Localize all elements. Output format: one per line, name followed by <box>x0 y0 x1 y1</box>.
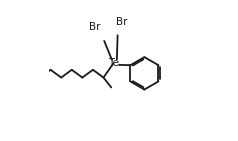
Text: Br: Br <box>89 22 101 32</box>
Text: Te: Te <box>108 59 119 68</box>
Text: Br: Br <box>116 17 128 27</box>
